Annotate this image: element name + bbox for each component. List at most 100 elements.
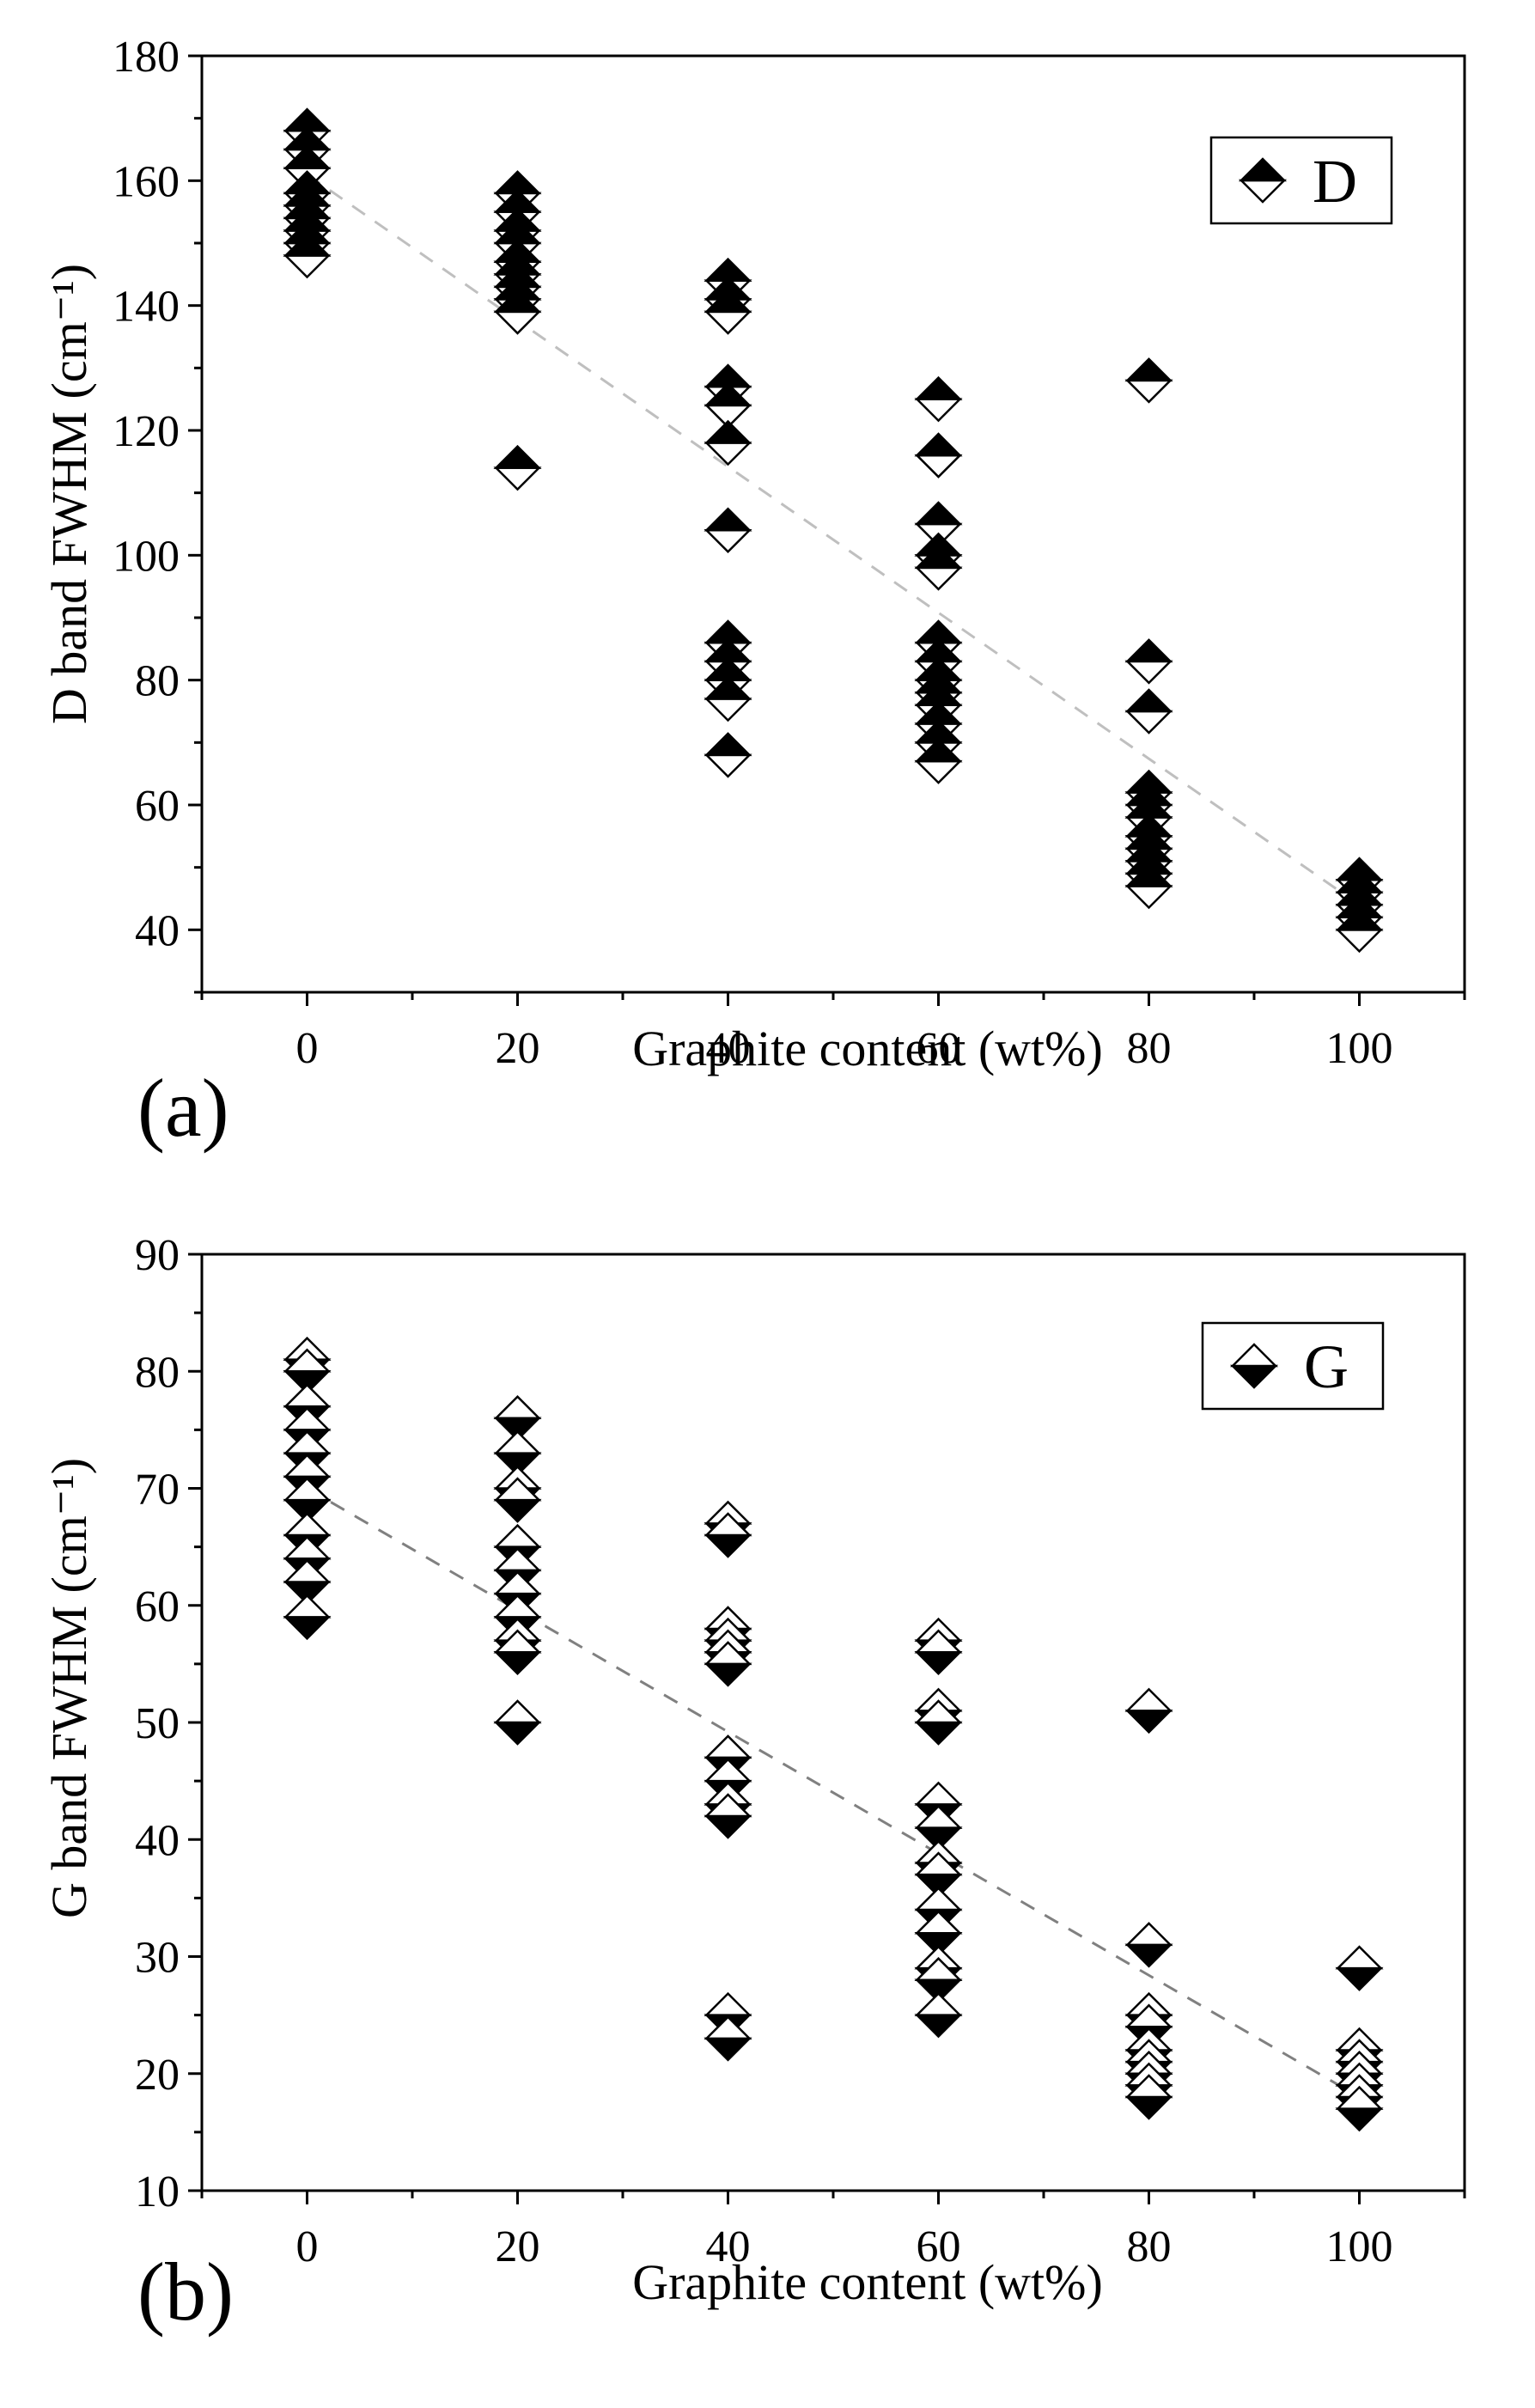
- y-tick-label: 40: [135, 1816, 180, 1865]
- data-point: [914, 1851, 963, 1898]
- x-axis-ticks-a: 0 20 40 60 80 100: [200, 992, 1466, 1073]
- legend-label-g: G: [1304, 1332, 1349, 1401]
- data-point: [704, 1793, 752, 1839]
- data-point: [493, 1394, 542, 1442]
- y-tick-label: 20: [135, 2051, 180, 2100]
- x-tick-label: 100: [1326, 2222, 1393, 2271]
- panel-a: 40 60 80 100 120 140 160 180 0 20 40 60 80 100 Graph…: [41, 33, 1466, 1154]
- data-point: [493, 1430, 542, 1477]
- data-point: [1335, 1945, 1384, 1991]
- y-tick-label: 70: [135, 1466, 180, 1515]
- trendline-d: [306, 173, 1361, 906]
- y-axis-ticks-b: 10 20 30 40 50 60 70 80 90: [135, 1231, 202, 2216]
- data-point: [914, 738, 963, 784]
- y-tick-label: 60: [135, 1582, 180, 1631]
- x-tick-label: 40: [706, 2222, 751, 2271]
- data-point: [704, 732, 752, 778]
- legend-box-b: [1201, 1321, 1385, 1411]
- data-point: [704, 1758, 752, 1804]
- y-axis-label-b: G band FWHM (cm⁻¹): [41, 1458, 97, 1918]
- panel-b: 10 20 30 40 50 60 70 80 90 0 20 40 60 80 100 Graphite…: [41, 1231, 1466, 2338]
- y-tick-label: 100: [113, 532, 180, 581]
- data-point: [914, 375, 963, 423]
- legend-label-d: D: [1313, 147, 1357, 216]
- data-point: [704, 382, 752, 429]
- data-point: [704, 2015, 752, 2062]
- x-tick-label: 0: [296, 1024, 319, 1073]
- data-point: [914, 1910, 963, 1957]
- data-points-d: [283, 107, 1384, 954]
- data-point: [704, 419, 752, 466]
- data-point: [1124, 1687, 1173, 1734]
- data-point: [1124, 1922, 1173, 1968]
- legend-marker-g: [1229, 1343, 1279, 1389]
- legend-box-a: [1209, 136, 1393, 225]
- y-tick-label: 90: [135, 1231, 180, 1280]
- y-tick-label: 40: [135, 906, 180, 955]
- legend-marker: [1229, 1343, 1279, 1389]
- data-point: [1124, 638, 1173, 685]
- x-axis-label-a: Graphite content (wt%): [632, 1021, 1103, 1076]
- x-tick-label: 60: [917, 2222, 961, 2271]
- data-point: [914, 1804, 963, 1851]
- data-point: [493, 1477, 542, 1523]
- x-tick-label: 80: [1127, 2222, 1172, 2271]
- data-point: [914, 1956, 963, 2003]
- data-point: [493, 444, 542, 491]
- data-point: [704, 507, 752, 554]
- data-point: [1124, 688, 1173, 735]
- panel-label-a: (a): [137, 1062, 229, 1154]
- legend-a: D: [1209, 136, 1393, 225]
- y-tick-label: 80: [135, 657, 180, 706]
- y-tick-label: 80: [135, 1348, 180, 1397]
- data-point: [914, 432, 963, 479]
- data-point: [914, 1699, 963, 1746]
- data-point: [914, 1991, 963, 2039]
- x-axis-ticks-b: 0 20 40 60 80 100: [200, 2191, 1466, 2271]
- x-tick-label: 60: [917, 1024, 961, 1073]
- data-point: [283, 1348, 332, 1395]
- y-tick-label: 50: [135, 1699, 180, 1748]
- x-tick-label: 0: [296, 2222, 319, 2271]
- data-point: [493, 1594, 542, 1641]
- y-tick-label: 120: [113, 407, 180, 456]
- data-point: [1335, 2085, 1384, 2132]
- y-axis-label-a: D band FWHM (cm⁻¹): [41, 264, 97, 724]
- y-tick-label: 140: [113, 283, 180, 332]
- x-tick-label: 40: [706, 1024, 751, 1073]
- data-points-g: [283, 1336, 1384, 2132]
- y-tick-label: 180: [113, 33, 180, 82]
- legend-marker: [1238, 157, 1288, 204]
- data-point: [493, 1629, 542, 1676]
- data-point: [704, 675, 752, 722]
- y-axis-ticks-a: 40 60 80 100 120 140 160 180: [113, 33, 202, 994]
- data-point: [704, 1512, 752, 1558]
- legend-b: G: [1201, 1321, 1385, 1411]
- x-tick-label: 20: [496, 2222, 540, 2271]
- x-tick-label: 80: [1127, 1024, 1172, 1073]
- data-point: [283, 1558, 332, 1606]
- data-point: [283, 232, 332, 279]
- data-point: [1124, 357, 1173, 404]
- data-point: [283, 1594, 332, 1641]
- x-tick-label: 20: [496, 1024, 540, 1073]
- data-point: [1335, 906, 1384, 954]
- x-tick-label: 100: [1326, 1024, 1393, 1073]
- y-tick-label: 160: [113, 157, 180, 206]
- data-point: [704, 289, 752, 335]
- y-tick-label: 10: [135, 2167, 180, 2216]
- data-point: [1124, 863, 1173, 910]
- data-point: [914, 1629, 963, 1676]
- y-tick-label: 30: [135, 1934, 180, 1983]
- panel-label-b: (b): [137, 2246, 234, 2338]
- data-point: [704, 1641, 752, 1687]
- data-point: [283, 1477, 332, 1523]
- data-point: [493, 1699, 542, 1746]
- legend-marker-d: [1238, 157, 1288, 204]
- trendline-g: [306, 1487, 1361, 2099]
- x-axis-label-b: Graphite content (wt%): [632, 2254, 1103, 2310]
- data-point: [1124, 2074, 1173, 2120]
- data-point: [914, 545, 963, 591]
- y-tick-label: 60: [135, 782, 180, 831]
